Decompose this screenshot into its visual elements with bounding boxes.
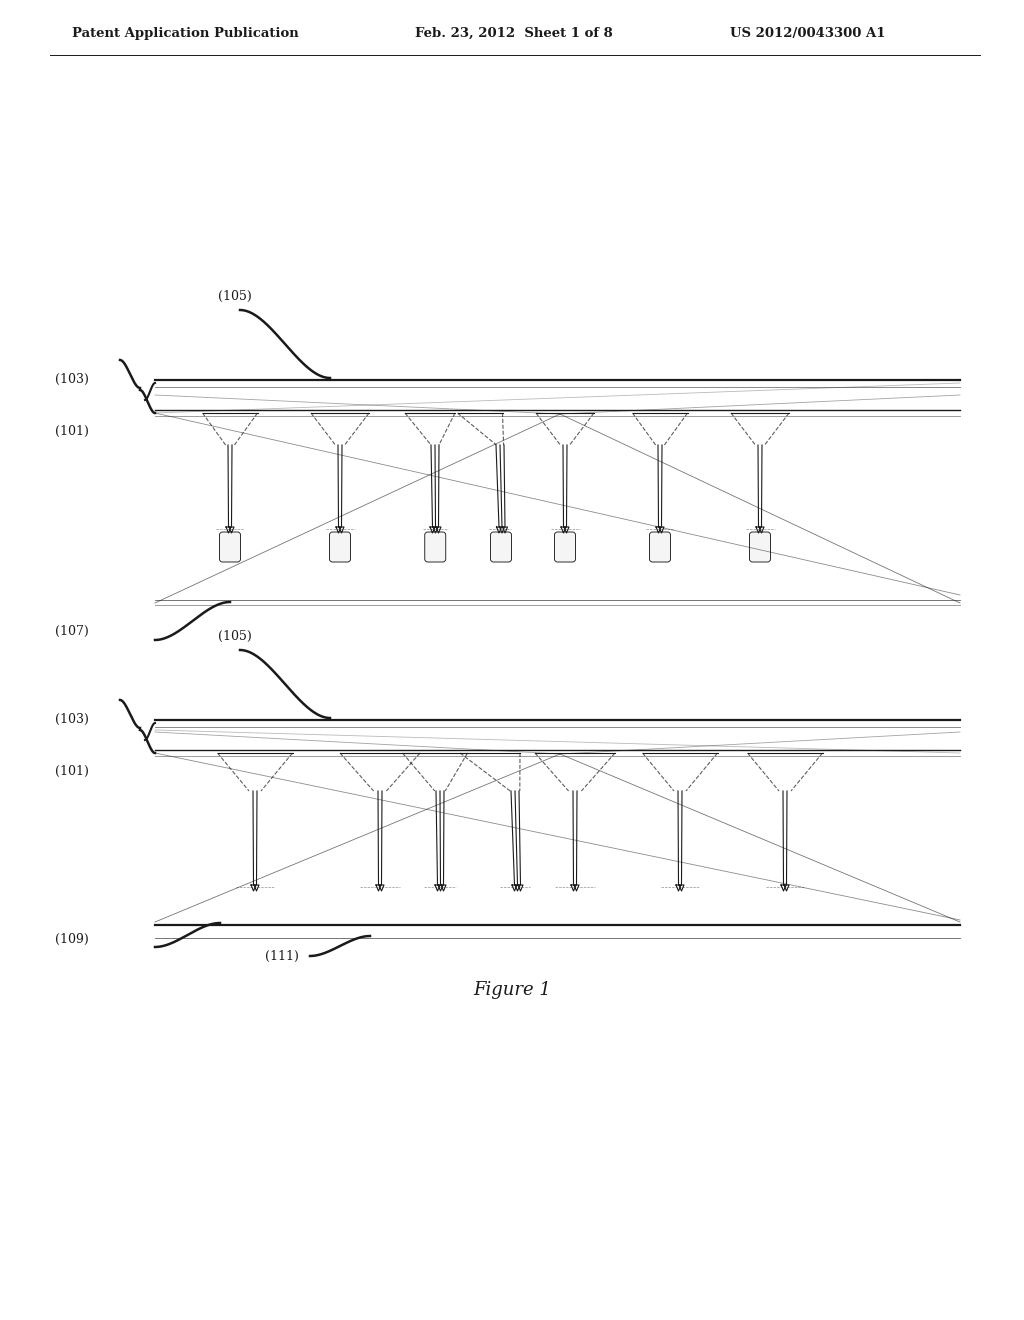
Text: Patent Application Publication: Patent Application Publication bbox=[72, 26, 299, 40]
FancyBboxPatch shape bbox=[330, 532, 350, 562]
Text: (107): (107) bbox=[55, 624, 89, 638]
FancyBboxPatch shape bbox=[750, 532, 770, 562]
Text: (109): (109) bbox=[55, 933, 89, 946]
Text: Figure 1: Figure 1 bbox=[473, 981, 551, 999]
Text: Feb. 23, 2012  Sheet 1 of 8: Feb. 23, 2012 Sheet 1 of 8 bbox=[415, 26, 612, 40]
Text: (101): (101) bbox=[55, 425, 89, 438]
FancyBboxPatch shape bbox=[490, 532, 512, 562]
FancyBboxPatch shape bbox=[219, 532, 241, 562]
FancyBboxPatch shape bbox=[555, 532, 575, 562]
Text: US 2012/0043300 A1: US 2012/0043300 A1 bbox=[730, 26, 886, 40]
FancyBboxPatch shape bbox=[649, 532, 671, 562]
Text: (103): (103) bbox=[55, 713, 89, 726]
Text: (103): (103) bbox=[55, 374, 89, 385]
FancyBboxPatch shape bbox=[425, 532, 445, 562]
Text: (101): (101) bbox=[55, 766, 89, 777]
Text: (105): (105) bbox=[218, 630, 252, 643]
Text: (111): (111) bbox=[265, 950, 299, 964]
Text: (105): (105) bbox=[218, 290, 252, 304]
